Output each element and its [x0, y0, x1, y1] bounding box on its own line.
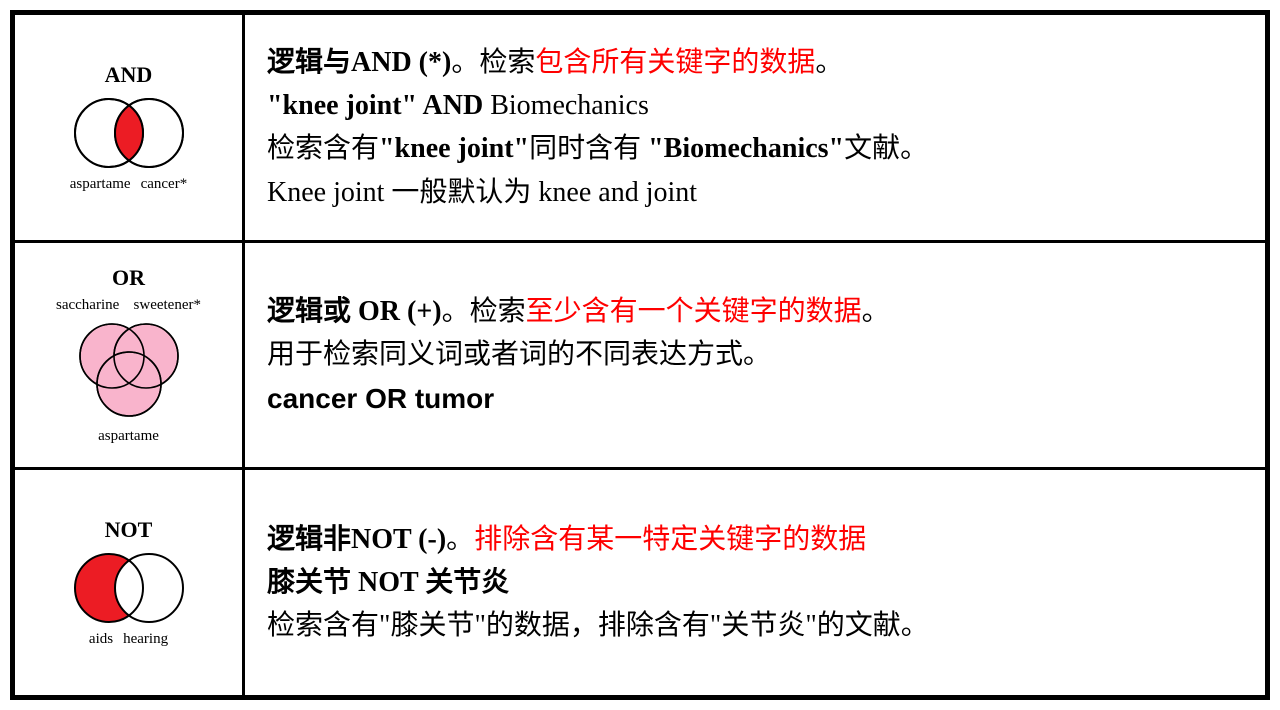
venn-cell-or: OR saccharine sweetener* aspartame [15, 243, 245, 468]
or-line2: 用于检索同义词或者词的不同表达方式。 [267, 333, 1243, 376]
or-line1: 逻辑或 OR (+)。检索至少含有一个关键字的数据。 [267, 290, 1243, 333]
not-label-left: aids [89, 631, 113, 648]
desc-cell-and: 逻辑与AND (*)。检索包含所有关键字的数据。 "knee joint" AN… [245, 15, 1265, 240]
not-label-right: hearing [123, 631, 168, 648]
venn-and-diagram: aspartame cancer* [59, 94, 199, 193]
and-label-left: aspartame [70, 176, 131, 193]
venn-or-bottom-label: aspartame [98, 428, 159, 445]
venn-or-diagram: saccharine sweetener* aspartame [56, 297, 201, 445]
or-line3: cancer OR tumor [267, 377, 1243, 420]
not-line1: 逻辑非NOT (-)。排除含有某一特定关键字的数据 [267, 518, 1243, 561]
or-label-tr: sweetener* [134, 297, 201, 314]
or-label-b: aspartame [98, 428, 159, 445]
venn2-difference-icon [59, 549, 199, 627]
boolean-operators-table: AND aspartame cancer* [10, 10, 1270, 700]
row-or: OR saccharine sweetener* aspartame [15, 243, 1265, 471]
and-line2: "knee joint" AND Biomechanics [267, 84, 1243, 127]
venn-not-diagram: aids hearing [59, 549, 199, 648]
venn-or-top-labels: saccharine sweetener* [56, 297, 201, 314]
venn-cell-and: AND aspartame cancer* [15, 15, 245, 240]
venn-cell-not: NOT aids hearing [15, 470, 245, 695]
desc-cell-not: 逻辑非NOT (-)。排除含有某一特定关键字的数据 膝关节 NOT 关节炎 检索… [245, 470, 1265, 695]
and-label-right: cancer* [141, 176, 188, 193]
not-title: NOT [105, 517, 153, 543]
not-line2: 膝关节 NOT 关节炎 [267, 561, 1243, 604]
or-label-tl: saccharine [56, 297, 119, 314]
or-title: OR [112, 265, 145, 291]
row-not: NOT aids hearing [15, 470, 1265, 695]
venn-not-labels: aids hearing [89, 631, 168, 648]
venn3-union-icon [59, 314, 199, 424]
row-and: AND aspartame cancer* [15, 15, 1265, 243]
and-line4: Knee joint 一般默认为 knee and joint [267, 171, 1243, 214]
not-line3: 检索含有"膝关节"的数据，排除含有"关节炎"的文献。 [267, 604, 1243, 647]
desc-cell-or: 逻辑或 OR (+)。检索至少含有一个关键字的数据。 用于检索同义词或者词的不同… [245, 243, 1265, 468]
and-title: AND [105, 62, 153, 88]
venn2-intersection-icon [59, 94, 199, 172]
and-line1: 逻辑与AND (*)。检索包含所有关键字的数据。 [267, 41, 1243, 84]
venn-and-labels: aspartame cancer* [70, 176, 187, 193]
and-line3: 检索含有"knee joint"同时含有 "Biomechanics"文献。 [267, 127, 1243, 170]
